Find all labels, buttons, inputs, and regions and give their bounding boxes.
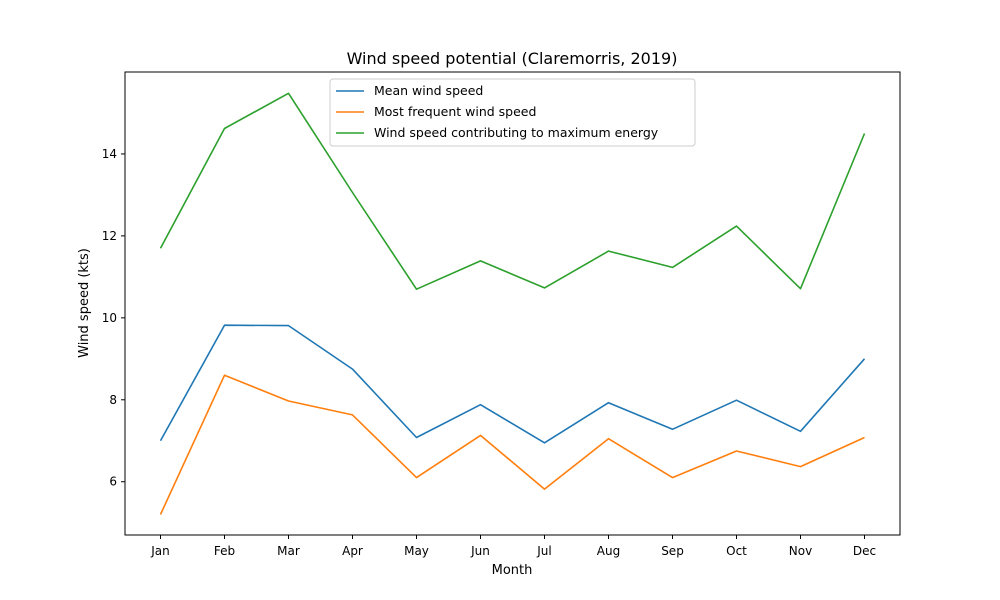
y-axis: 6 8 10 12 14 — [102, 147, 125, 489]
y-tick-label: 12 — [102, 229, 117, 243]
x-tick-label: Sep — [661, 544, 684, 558]
x-tick-label: Jun — [470, 544, 490, 558]
chart-title: Wind speed potential (Claremorris, 2019) — [347, 49, 678, 68]
y-tick-label: 10 — [102, 311, 117, 325]
series-line-3 — [159, 92, 866, 291]
x-axis: Jan Feb Mar Apr May Jun Jul Aug Sep Oct Nov Dec — [150, 535, 876, 558]
x-tick-label: Aug — [597, 544, 620, 558]
x-tick-label: Feb — [214, 544, 235, 558]
legend-box — [329, 78, 696, 147]
x-tick-label: May — [404, 544, 429, 558]
x-axis-label: Month — [492, 563, 533, 578]
series-lines — [159, 92, 866, 515]
x-tick-label: Nov — [789, 544, 812, 558]
y-tick-label: 6 — [109, 475, 117, 489]
plot-area-frame — [124, 71, 901, 536]
legend-label-2: Most frequent wind speed — [374, 104, 536, 119]
y-tick-label: 8 — [109, 393, 117, 407]
x-tick-label: Apr — [342, 544, 363, 558]
y-axis-label: Wind speed (kts) — [77, 248, 92, 358]
legend-label-3: Wind speed contributing to maximum energ… — [374, 125, 659, 140]
x-tick-label: Jul — [536, 544, 551, 558]
x-tick-label: Jan — [150, 544, 170, 558]
x-tick-label: Oct — [726, 544, 747, 558]
y-tick-label: 14 — [102, 147, 117, 161]
x-tick-label: Mar — [277, 544, 300, 558]
legend: Mean wind speed Most frequent wind speed W… — [329, 78, 696, 147]
series-line-2 — [159, 374, 865, 515]
legend-label-1: Mean wind speed — [374, 83, 483, 98]
x-tick-label: Dec — [853, 544, 876, 558]
series-line-1 — [159, 324, 866, 444]
